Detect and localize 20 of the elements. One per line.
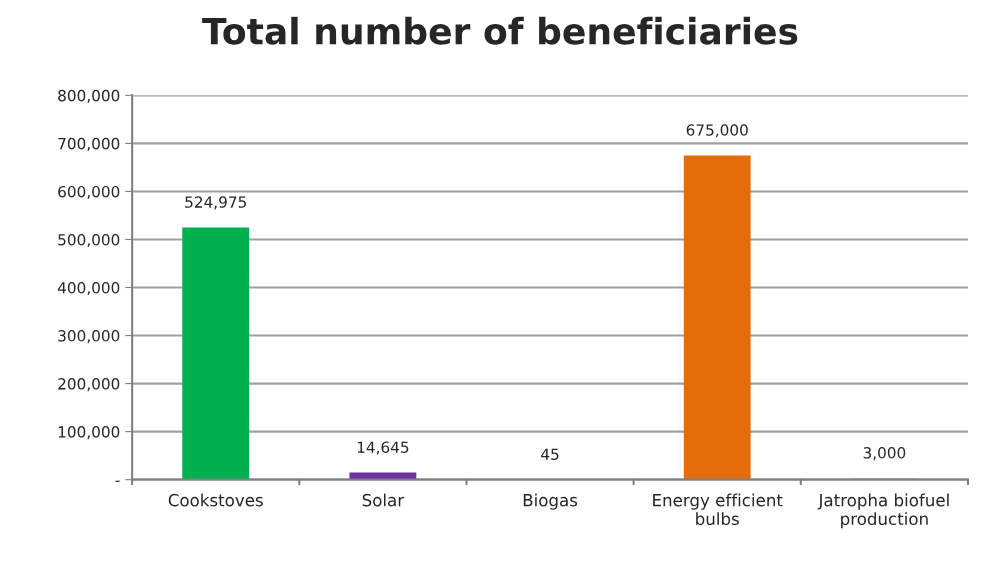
data-label: 45 <box>541 448 559 461</box>
data-label: 14,645 <box>357 441 409 455</box>
y-tick-label: 300,000 <box>58 330 120 344</box>
data-label: 675,000 <box>686 124 748 138</box>
x-tick-label: Jatropha biofuel production <box>817 493 949 529</box>
x-tick-label: Solar <box>362 493 405 507</box>
y-tick-label: 100,000 <box>58 426 120 440</box>
chart-title: Total number of beneficiaries <box>202 16 798 45</box>
y-tick-label: - <box>115 480 120 482</box>
y-tick-label: 700,000 <box>58 137 120 151</box>
y-tick-label: 600,000 <box>58 185 120 200</box>
data-label: 524,975 <box>185 196 246 210</box>
y-tick-label: 500,000 <box>58 233 120 248</box>
y-tick-label: 400,000 <box>57 281 120 296</box>
y-tick-label: 200,000 <box>58 378 120 392</box>
x-tick-label: Cookstoves <box>168 493 263 507</box>
data-label: 3,000 <box>863 447 906 461</box>
x-tick-label: Biogas <box>523 493 578 510</box>
x-tick-label: Energy efficient bulbs <box>653 493 783 526</box>
y-tick-label: 800,000 <box>58 89 120 103</box>
